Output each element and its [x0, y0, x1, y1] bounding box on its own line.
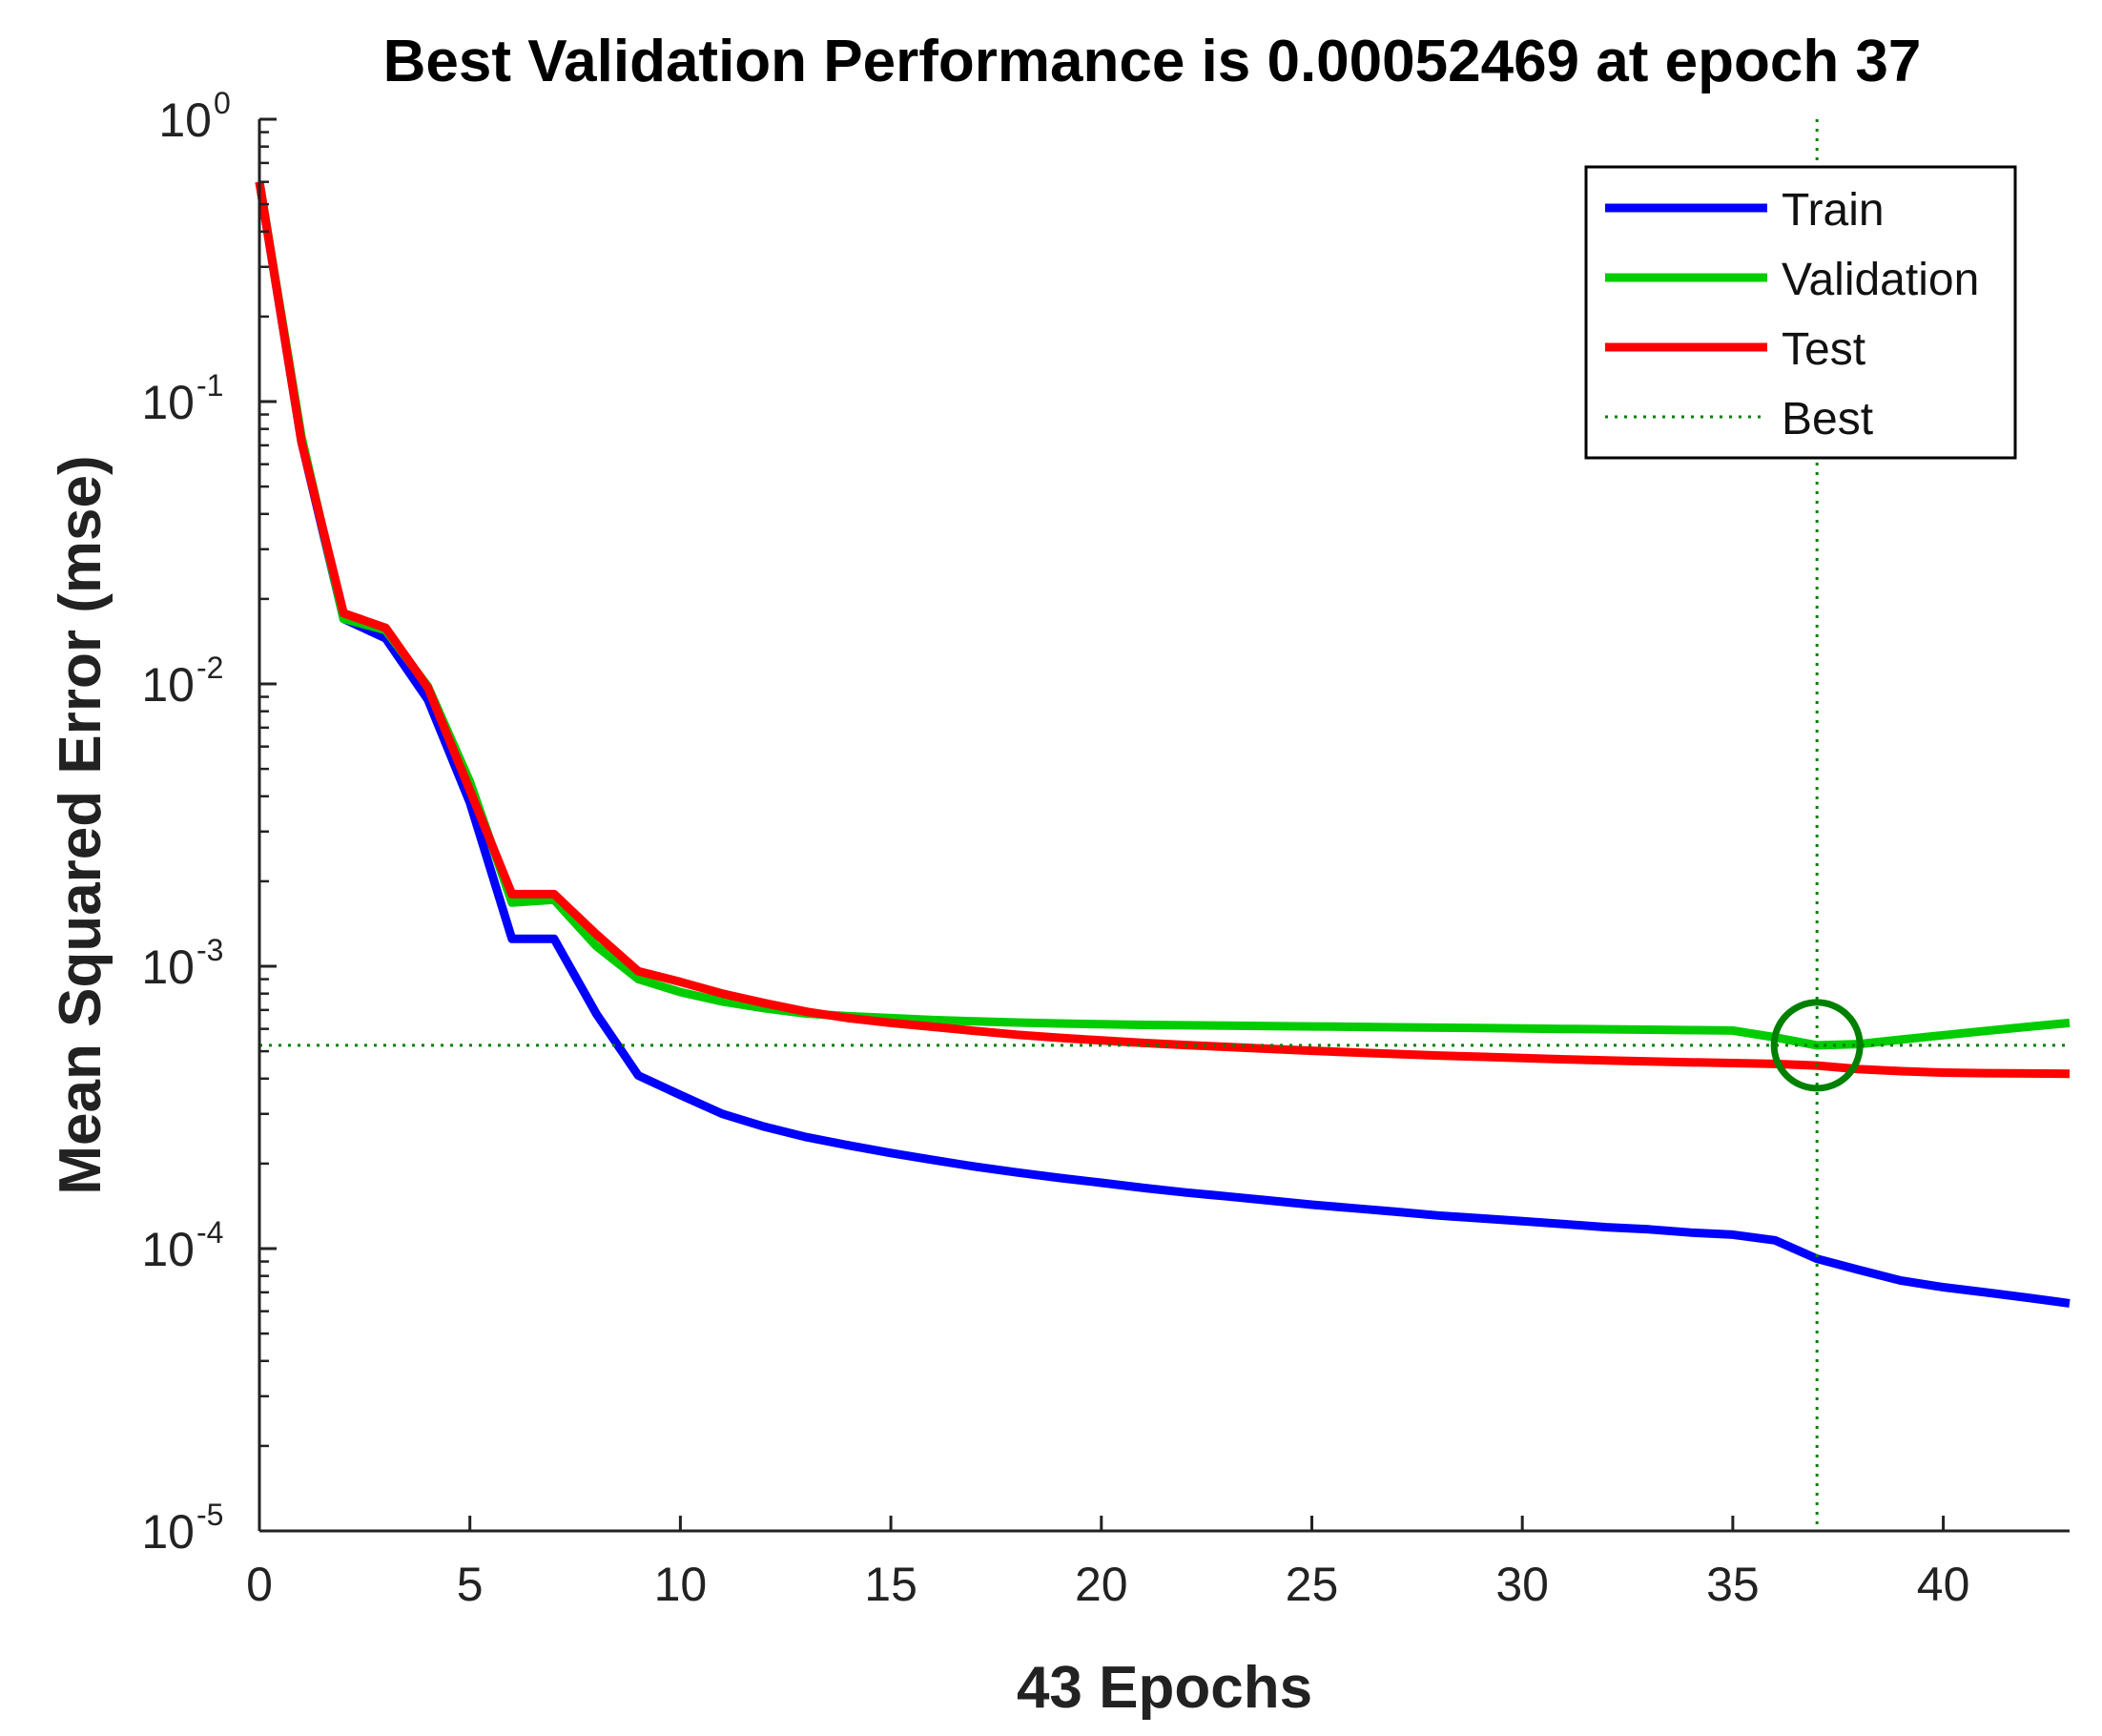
x-tick-label: 15: [864, 1558, 917, 1611]
y-tick-label: 10: [141, 1223, 195, 1276]
y-tick-label: 10: [141, 376, 195, 429]
chart-title: Best Validation Performance is 0.0005246…: [383, 29, 1922, 94]
y-tick-exponent: -4: [196, 1215, 223, 1250]
legend-box: [1584, 165, 2017, 460]
y-tick-exponent: 0: [214, 86, 231, 120]
series-line-test: [255, 180, 2071, 1079]
series-line-validation: [255, 180, 2071, 1050]
y-tick-exponent: -2: [196, 651, 223, 685]
x-ticks: 0 5 10 15 20 25 30 35 40: [246, 1516, 1969, 1611]
x-tick-label: 40: [1917, 1558, 1970, 1611]
best-marker: [1770, 999, 1864, 1092]
legend-label-validation: Validation: [1782, 255, 1979, 305]
x-tick-label: 25: [1286, 1558, 1339, 1611]
x-tick-label: 10: [654, 1558, 708, 1611]
legend-label-test: Test: [1782, 324, 1865, 375]
axes-layer: [258, 119, 2070, 1533]
y-tick-label: 10: [158, 93, 212, 147]
legend: Train Validation Test Best: [1584, 165, 2017, 460]
best-layer: [259, 119, 2070, 1531]
x-tick-label: 20: [1075, 1558, 1128, 1611]
x-axis-label: 43 Epochs: [1017, 1655, 1312, 1721]
y-tick-exponent: -5: [196, 1498, 223, 1532]
x-tick-label: 5: [457, 1558, 484, 1611]
y-tick-label: 10: [141, 1505, 195, 1559]
y-tick-label: 10: [141, 940, 195, 994]
legend-label-train: Train: [1782, 185, 1885, 236]
series-line-train: [255, 180, 2071, 1308]
y-axis-label: Mean Squared Error (mse): [48, 455, 113, 1194]
x-tick-label: 0: [246, 1558, 273, 1611]
x-tick-label: 35: [1706, 1558, 1760, 1611]
legend-label-best: Best: [1782, 394, 1873, 444]
y-tick-exponent: -3: [196, 933, 223, 967]
y-tick-label: 10: [141, 658, 195, 712]
y-tick-exponent: -1: [196, 368, 223, 403]
x-tick-label: 30: [1495, 1558, 1549, 1611]
series-layer: [255, 180, 2071, 1308]
